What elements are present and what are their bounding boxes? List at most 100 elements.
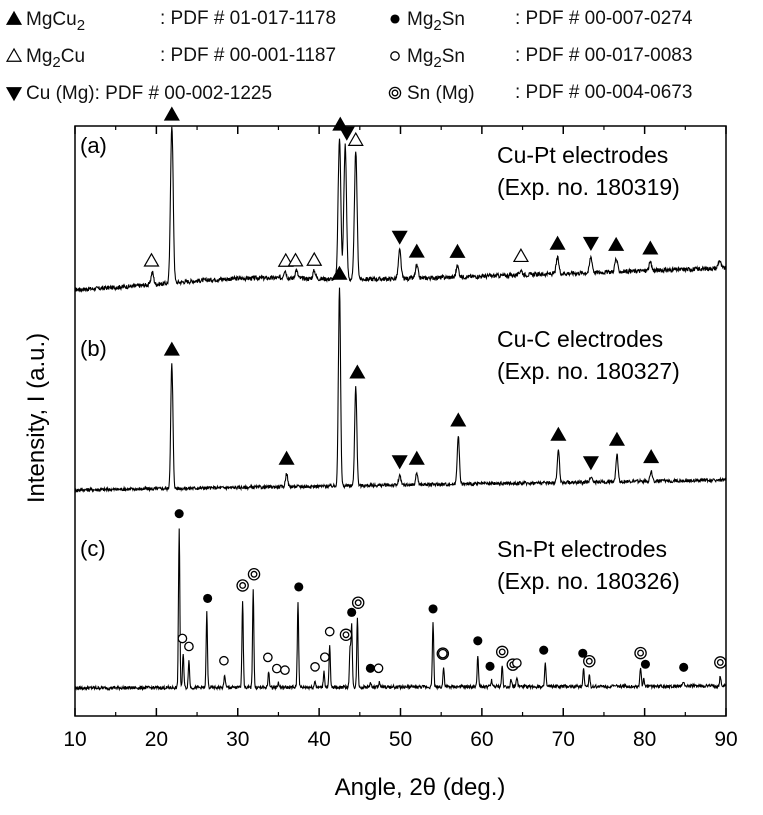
legend-pdf-number: : PDF # 00-004-0673 — [515, 82, 693, 103]
legend-marker — [390, 14, 400, 24]
peak-marker-open-circle — [280, 665, 290, 676]
panel-subtitle: (Exp. no. 180327) — [497, 358, 680, 384]
x-tick-label: 50 — [389, 728, 412, 751]
peak-marker-filled-up — [642, 240, 659, 255]
x-axis-title: Angle, 2θ (deg.) — [335, 774, 506, 801]
x-tick-label: 40 — [307, 728, 330, 751]
peak-marker-filled-circle — [294, 582, 304, 592]
peak-marker-filled-up — [408, 450, 425, 465]
peak-marker-filled-circle — [473, 636, 483, 646]
peak-marker-filled-up — [278, 450, 295, 465]
peak-marker-open-circle — [177, 633, 188, 644]
legend-name-subscript: 2 — [433, 53, 442, 71]
peak-marker-double-circle-inner — [498, 648, 506, 656]
panel-title: Cu-Pt electrodes — [497, 142, 668, 168]
legend: MgCu2 : PDF # 01-017-1178 Mg2Cu : PDF # 00-… — [0, 0, 763, 120]
peak-marker-filled-up — [608, 236, 625, 251]
peak-marker-double-circle-inner — [342, 631, 350, 639]
peak-marker-open-up — [287, 252, 304, 267]
panel-b: (b) Cu-C electrodes (Exp. no. 180327) — [74, 265, 727, 493]
x-tick-label: 10 — [63, 728, 86, 751]
peak-marker-double-circle-inner — [716, 658, 724, 666]
y-axis-title: Intensity, I (a.u.) — [23, 333, 50, 503]
peak-marker-filled-down — [338, 126, 355, 141]
legend-name: Sn (Mg) — [407, 83, 475, 104]
peak-marker-open-circle — [263, 652, 273, 663]
legend-entry: Mg2Sn — [385, 8, 465, 34]
peak-marker-open-up — [143, 252, 160, 267]
peak-marker-open-up — [277, 252, 294, 267]
legend-entry: MgCu2 — [4, 8, 85, 34]
peak-marker-filled-circle — [347, 607, 357, 617]
x-tick-label: 30 — [226, 728, 249, 751]
peak-marker-open-circle — [319, 652, 330, 663]
legend-entry: Sn (Mg) — [385, 82, 475, 105]
peak-marker-open-circle — [184, 641, 194, 652]
legend-entry: Cu (Mg): PDF # 00-002-1225 — [4, 82, 272, 105]
peak-marker-filled-up — [163, 106, 180, 121]
peak-marker-open-circle — [373, 663, 384, 674]
peak-marker-open-circle — [324, 626, 335, 637]
x-tick-label: 90 — [714, 728, 737, 751]
peak-marker-filled-up — [608, 431, 625, 446]
peak-marker-filled-down — [391, 455, 408, 470]
peak-marker-filled-down — [582, 456, 599, 471]
peak-marker-filled-circle — [428, 604, 438, 614]
peak-marker-filled-up — [549, 235, 566, 250]
panel-subtitle: (Exp. no. 180326) — [497, 568, 680, 594]
legend-marker — [5, 47, 23, 62]
peak-marker-filled-circle — [640, 659, 650, 669]
pattern-trace — [74, 126, 727, 293]
legend-marker-icon — [5, 47, 23, 62]
panel-label: (b) — [80, 336, 107, 361]
legend-marker-icon — [390, 51, 400, 61]
panel-title: Sn-Pt electrodes — [497, 536, 667, 562]
peak-marker-double-circle-inner — [250, 570, 258, 578]
legend-marker-icon — [388, 86, 402, 100]
legend-pdf-number: : PDF # 01-017-1178 — [160, 8, 337, 29]
pattern-trace — [74, 528, 727, 692]
peak-marker-double-circle-inner — [585, 657, 593, 665]
legend-marker-icon — [5, 87, 23, 102]
legend-name: Cu (Mg) — [26, 83, 95, 104]
x-tick-label: 60 — [470, 728, 493, 751]
legend-pdf-number: : PDF # 00-001-1187 — [160, 45, 337, 66]
peak-marker-open-circle — [310, 662, 320, 672]
peak-marker-filled-up — [331, 265, 348, 280]
peak-marker-filled-up — [643, 449, 660, 464]
panel-label: (c) — [80, 536, 106, 561]
legend-entry: Mg2Cu — [4, 45, 85, 71]
peak-marker-filled-up — [349, 364, 366, 379]
peak-marker-filled-up — [163, 341, 180, 356]
peak-marker-filled-circle — [203, 593, 213, 603]
panel-subtitle: (Exp. no. 180319) — [497, 174, 680, 200]
legend-name: Mg2Cu — [26, 46, 86, 71]
panel-title: Cu-C electrodes — [497, 326, 663, 352]
peak-marker-filled-circle — [174, 509, 184, 519]
legend-entry: Mg2Sn — [385, 45, 465, 71]
legend-pdf-number: : PDF # 00-017-0083 — [515, 45, 693, 66]
legend-marker-inner — [391, 89, 399, 97]
legend-name: MgCu2 — [26, 9, 86, 34]
legend-marker-icon — [390, 14, 400, 24]
legend-name: Mg2Sn — [407, 46, 465, 71]
panel-c: (c) Sn-Pt electrodes (Exp. no. 180326) — [74, 509, 727, 692]
peak-marker-open-circle — [437, 648, 448, 659]
legend-marker-icon — [5, 10, 23, 25]
x-tick-label: 70 — [552, 728, 575, 751]
x-tick-label: 80 — [633, 728, 656, 751]
panel-a: (a) Cu-Pt electrodes (Exp. no. 180319) — [74, 106, 727, 293]
legend-marker — [5, 10, 23, 25]
peak-marker-open-circle — [271, 663, 282, 674]
peak-marker-filled-up — [550, 426, 567, 441]
legend-marker — [390, 51, 400, 61]
legend-name-subscript: 2 — [76, 16, 86, 34]
legend-pdf-number: : PDF # 00-002-1225 — [94, 83, 273, 104]
peak-marker-filled-circle — [578, 648, 588, 658]
peak-marker-filled-circle — [679, 662, 689, 672]
legend-name: Mg2Sn — [407, 9, 465, 34]
pattern-trace — [74, 287, 727, 493]
peak-marker-filled-circle — [485, 661, 495, 671]
peak-marker-open-circle — [512, 658, 522, 668]
